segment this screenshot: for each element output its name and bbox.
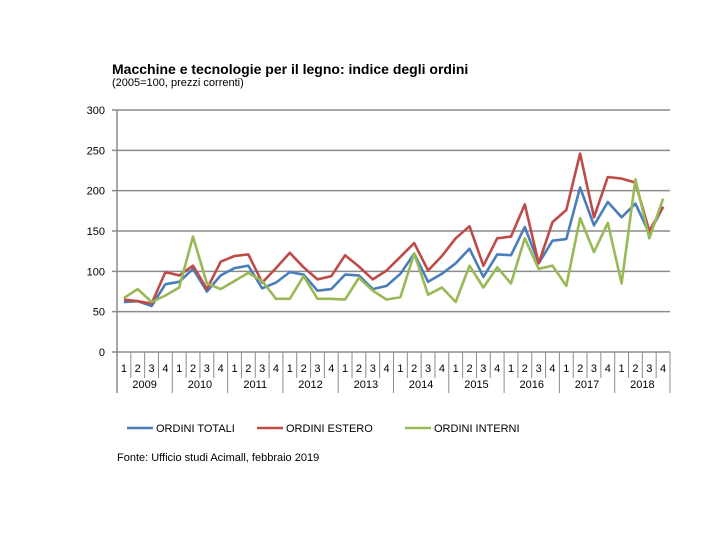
series-line-ordini-interni: [123, 178, 665, 304]
chart-subtitle: (2005=100, prezzi correnti): [112, 77, 244, 89]
x-tick-quarter: 3: [259, 363, 265, 375]
x-tick-quarter: 3: [204, 363, 210, 375]
y-tick-label: 150: [87, 226, 105, 238]
y-tick-label: 200: [87, 186, 105, 198]
x-tick-quarter: 2: [522, 363, 528, 375]
x-tick-year: 2013: [354, 379, 378, 391]
x-tick-quarter: 2: [411, 363, 417, 375]
legend-label: ORDINI ESTERO: [286, 423, 373, 435]
x-tick-quarter: 2: [245, 363, 251, 375]
x-tick-quarter: 1: [176, 363, 182, 375]
x-tick-quarter: 4: [494, 363, 500, 375]
x-tick-quarter: 4: [384, 363, 390, 375]
x-tick-quarter: 2: [632, 363, 638, 375]
x-tick-quarter: 2: [135, 363, 141, 375]
x-tick-year: 2009: [132, 379, 156, 391]
x-tick-quarter: 1: [342, 363, 348, 375]
x-tick-quarter: 3: [591, 363, 597, 375]
x-tick-quarter: 4: [162, 363, 168, 375]
y-tick-label: 0: [99, 347, 105, 359]
series-line-ordini-totali: [123, 186, 665, 308]
x-tick-year: 2017: [575, 379, 599, 391]
x-tick-quarter: 1: [508, 363, 514, 375]
source-note: Fonte: Ufficio studi Acimall, febbraio 2…: [117, 452, 320, 464]
x-tick-quarter: 1: [287, 363, 293, 375]
x-tick-quarter: 1: [453, 363, 459, 375]
x-tick-year: 2018: [630, 379, 654, 391]
x-tick-quarter: 2: [356, 363, 362, 375]
x-tick-quarter: 1: [563, 363, 569, 375]
x-tick-quarter: 3: [480, 363, 486, 375]
x-tick-year: 2014: [409, 379, 433, 391]
x-tick-quarter: 4: [605, 363, 611, 375]
series-line-ordini-estero: [123, 152, 665, 305]
x-tick-quarter: 1: [231, 363, 237, 375]
x-tick-quarter: 2: [301, 363, 307, 375]
x-tick-quarter: 1: [121, 363, 127, 375]
x-tick-quarter: 4: [218, 363, 224, 375]
x-tick-quarter: 1: [619, 363, 625, 375]
x-tick-quarter: 2: [577, 363, 583, 375]
legend-label: ORDINI TOTALI: [156, 423, 235, 435]
chart-title: Macchine e tecnologie per il legno: indi…: [112, 61, 469, 77]
x-tick-quarter: 4: [273, 363, 279, 375]
legend-label: ORDINI INTERNI: [434, 423, 520, 435]
x-tick-quarter: 4: [660, 363, 666, 375]
x-tick-quarter: 1: [397, 363, 403, 375]
x-tick-year: 2010: [188, 379, 212, 391]
y-tick-label: 100: [87, 266, 105, 278]
x-tick-quarter: 3: [536, 363, 542, 375]
x-tick-quarter: 4: [549, 363, 555, 375]
x-tick-year: 2016: [520, 379, 544, 391]
x-tick-quarter: 2: [466, 363, 472, 375]
x-tick-year: 2015: [464, 379, 488, 391]
x-tick-quarter: 3: [646, 363, 652, 375]
y-tick-label: 50: [93, 307, 105, 319]
x-tick-quarter: 3: [425, 363, 431, 375]
y-tick-label: 300: [87, 105, 105, 117]
x-tick-quarter: 2: [190, 363, 196, 375]
x-tick-year: 2011: [243, 379, 267, 391]
y-tick-label: 250: [87, 145, 105, 157]
x-tick-quarter: 3: [314, 363, 320, 375]
x-tick-quarter: 3: [149, 363, 155, 375]
x-tick-quarter: 4: [439, 363, 445, 375]
x-tick-quarter: 3: [370, 363, 376, 375]
x-tick-year: 2012: [298, 379, 322, 391]
x-tick-quarter: 4: [328, 363, 334, 375]
